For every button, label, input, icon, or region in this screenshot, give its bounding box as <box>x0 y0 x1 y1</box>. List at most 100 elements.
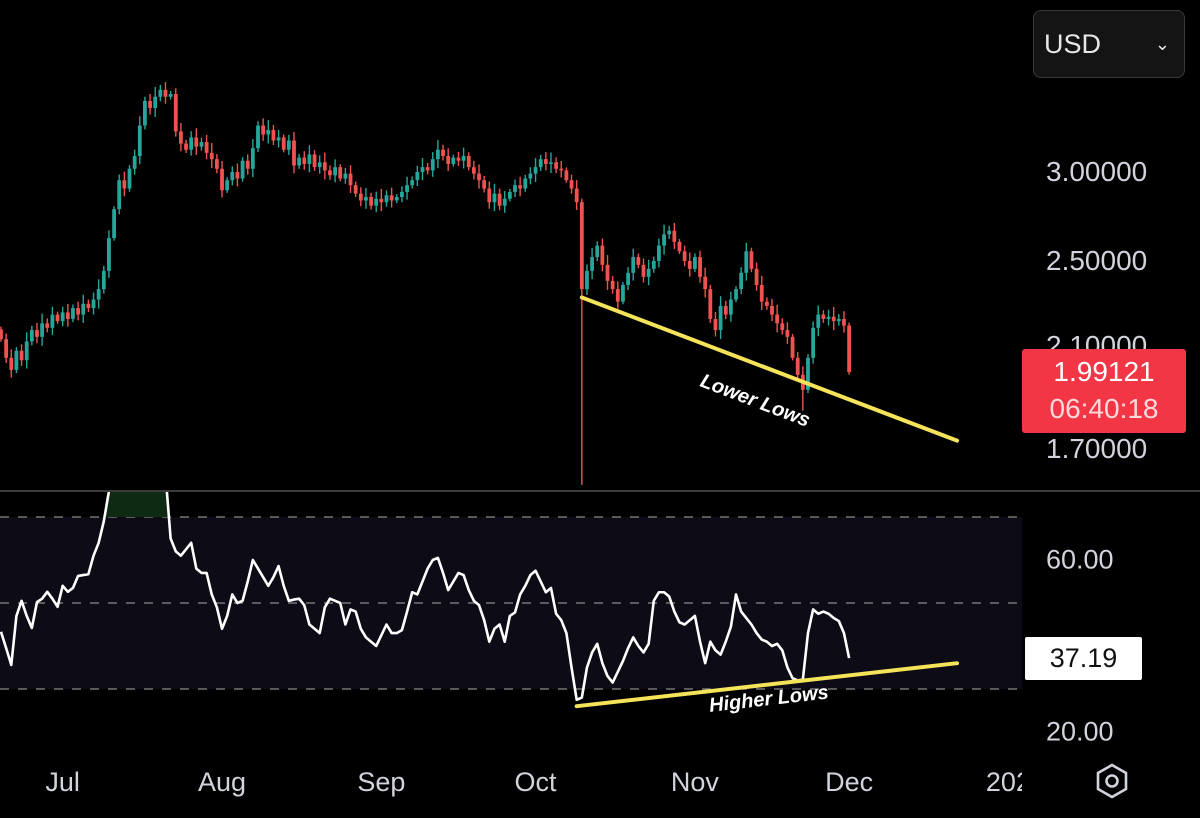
candle <box>471 160 476 180</box>
settings-hexagon-icon[interactable] <box>1094 763 1130 799</box>
candle <box>343 167 348 184</box>
lower-lows-trendline <box>579 295 960 443</box>
candle-body <box>718 305 723 331</box>
candle <box>466 152 471 171</box>
candle-body <box>749 251 754 269</box>
candle <box>708 284 713 323</box>
candle <box>60 306 65 327</box>
candle <box>235 163 240 187</box>
candle <box>487 181 492 209</box>
candle <box>261 118 266 141</box>
candle <box>651 256 656 273</box>
candle-body <box>353 185 358 194</box>
candle-body <box>621 284 625 302</box>
candle-body <box>199 142 204 147</box>
candle-body <box>86 303 91 309</box>
rsi-current-value: 37.19 <box>1025 637 1142 680</box>
candle <box>600 238 605 272</box>
candle <box>400 186 404 203</box>
candle-body <box>65 312 70 319</box>
candle-body <box>543 159 548 164</box>
candle <box>847 322 851 375</box>
candle <box>358 187 363 207</box>
candle-body <box>101 270 106 290</box>
candle-body <box>816 314 821 328</box>
candle <box>415 165 420 187</box>
candle <box>312 150 317 172</box>
candle <box>441 144 445 161</box>
candle <box>317 155 322 174</box>
candle <box>194 128 199 155</box>
candle-body <box>179 131 183 144</box>
candle-body <box>204 142 209 153</box>
candle <box>590 247 594 280</box>
candle-body <box>533 167 538 174</box>
candle-body <box>605 264 610 281</box>
candle <box>615 281 620 309</box>
candle <box>636 253 641 269</box>
time-tick-label: Dec <box>825 767 874 797</box>
candle-body <box>297 157 302 166</box>
candle-body <box>451 157 456 164</box>
candle-body <box>14 350 19 370</box>
candle <box>677 238 682 254</box>
candle-body <box>574 188 579 203</box>
chevron-down-icon: ⌄ <box>1154 33 1170 54</box>
candle <box>533 158 538 182</box>
candle-body <box>775 314 780 324</box>
candle-body <box>322 162 327 171</box>
candle-body <box>343 173 348 179</box>
candle-body <box>826 316 831 319</box>
candle-body <box>847 325 851 373</box>
candle <box>713 311 718 337</box>
candle-body <box>91 299 96 309</box>
candle-body <box>436 149 440 160</box>
candle <box>723 300 728 320</box>
candle <box>785 322 790 344</box>
candle-body <box>590 257 594 271</box>
price-pane <box>0 82 960 485</box>
currency-dropdown[interactable]: USD ⌄ <box>1033 10 1185 78</box>
candle <box>420 158 425 181</box>
candle <box>790 333 795 361</box>
candle <box>626 267 630 291</box>
candle <box>322 152 327 180</box>
candle <box>770 298 774 322</box>
candle <box>14 347 19 374</box>
candle-body <box>698 257 702 277</box>
candle <box>780 318 785 335</box>
candle <box>168 91 173 100</box>
candle-body <box>708 289 713 319</box>
candle-body <box>312 154 317 168</box>
last-price-label: 1.99121 06:40:18 <box>1022 349 1186 433</box>
candle-body <box>235 172 240 179</box>
candle-body <box>513 185 517 192</box>
candle-body <box>333 167 337 176</box>
candle <box>389 187 394 208</box>
candle-body <box>425 167 430 171</box>
candle-body <box>713 318 718 331</box>
candle-body <box>184 143 188 150</box>
candle-body <box>317 162 322 168</box>
candle-body <box>400 191 404 198</box>
candle-body <box>96 289 101 300</box>
candle <box>348 165 353 193</box>
candle <box>775 304 780 333</box>
candle-body <box>71 308 75 319</box>
candle <box>29 325 34 346</box>
candle <box>430 152 435 177</box>
candle-body <box>35 330 39 337</box>
candle-body <box>220 168 224 191</box>
candle-body <box>168 93 173 97</box>
candle-body <box>682 251 687 261</box>
candle-body <box>734 289 738 300</box>
candle <box>384 190 389 207</box>
candle-body <box>657 245 661 261</box>
candle <box>163 82 168 104</box>
candle <box>631 248 636 281</box>
candle <box>795 352 800 380</box>
candle-body <box>528 173 533 179</box>
time-axis[interactable]: Jul Aug Sep Oct Nov Dec 202 <box>0 760 1022 810</box>
candle-body <box>148 100 152 109</box>
